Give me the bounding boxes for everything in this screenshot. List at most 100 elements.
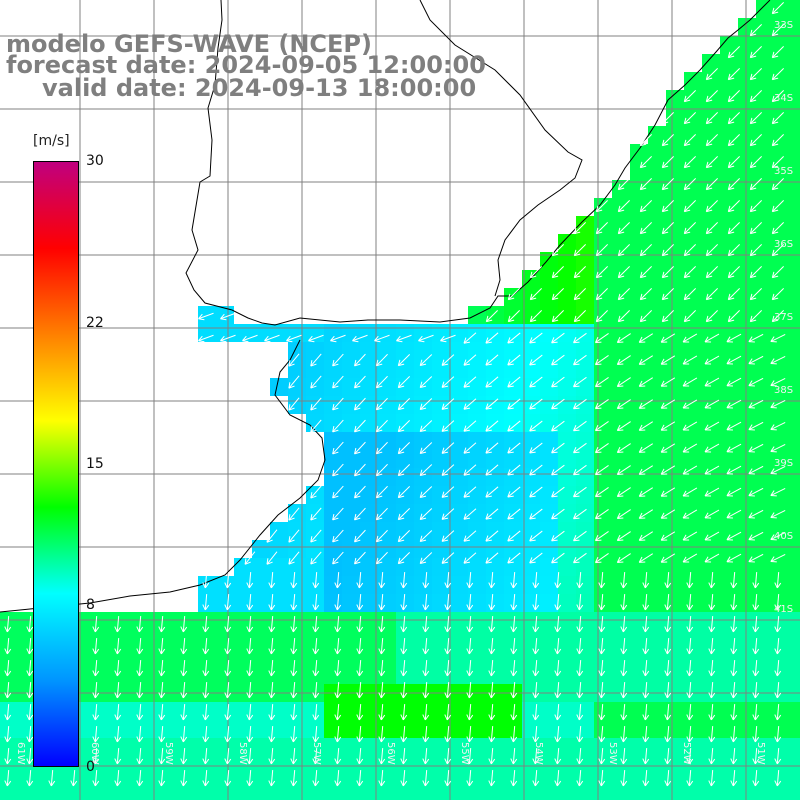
wind-speed-cell: [738, 594, 756, 612]
wind-speed-cell: [630, 216, 648, 234]
wind-speed-cell: [630, 450, 648, 468]
wind-arrow: [288, 507, 300, 521]
wind-speed-colorbar: [33, 161, 79, 767]
wind-speed-cell: [756, 594, 774, 612]
wind-speed-cell: [540, 432, 558, 450]
wind-speed-cell: [414, 342, 432, 360]
wind-arrow: [704, 553, 720, 563]
wind-arrow: [770, 422, 786, 431]
wind-arrow: [642, 725, 650, 743]
wind-speed-cell: [756, 720, 774, 738]
wind-speed-cell: [504, 378, 522, 396]
wind-speed-cell: [702, 324, 720, 342]
wind-speed-cell: [468, 612, 486, 630]
wind-arrow: [507, 332, 521, 344]
wind-arrow: [576, 747, 584, 765]
wind-speed-cell: [126, 720, 144, 738]
wind-speed-cell: [378, 720, 396, 738]
wind-arrow: [136, 747, 144, 765]
wind-speed-cell: [648, 198, 666, 216]
wind-arrow: [705, 221, 719, 235]
wind-speed-cell: [324, 720, 342, 738]
wind-speed-cell: [666, 576, 684, 594]
wind-speed-cell: [360, 792, 378, 800]
wind-speed-cell: [720, 756, 738, 774]
wind-arrow: [573, 354, 587, 366]
wind-speed-cell: [774, 72, 792, 90]
wind-speed-cell: [396, 414, 414, 432]
wind-arrow: [378, 725, 386, 743]
wind-arrow: [396, 334, 412, 343]
wind-speed-cell: [558, 648, 576, 666]
wind-arrow: [92, 769, 100, 787]
wind-speed-cell: [630, 558, 648, 576]
wind-arrow: [682, 465, 698, 475]
wind-speed-cell: [432, 414, 450, 432]
wind-speed-cell: [18, 774, 36, 792]
wind-speed-cell: [522, 666, 540, 684]
wind-speed-cell: [540, 792, 558, 800]
wind-arrow: [92, 725, 100, 743]
wind-arrow: [485, 376, 499, 388]
wind-speed-cell: [630, 792, 648, 800]
wind-arrow: [441, 464, 455, 476]
wind-arrow: [682, 421, 698, 431]
wind-arrow: [551, 464, 565, 476]
wind-speed-cell: [684, 522, 702, 540]
wind-speed-cell: [738, 144, 756, 162]
wind-speed-cell: [702, 126, 720, 144]
wind-arrow: [749, 177, 763, 191]
wind-speed-cell: [738, 792, 756, 800]
wind-speed-cell: [612, 198, 630, 216]
wind-speed-cell: [738, 648, 756, 666]
wind-arrow: [727, 221, 741, 235]
wind-arrow: [290, 703, 298, 721]
wind-speed-cell: [630, 630, 648, 648]
wind-speed-cell: [504, 576, 522, 594]
wind-speed-cell: [450, 612, 468, 630]
wind-speed-cell: [576, 612, 594, 630]
wind-speed-cell: [702, 522, 720, 540]
wind-arrow: [704, 509, 720, 519]
wind-speed-cell: [774, 756, 792, 774]
wind-speed-cell: [90, 666, 108, 684]
wind-speed-cell: [612, 648, 630, 666]
wind-speed-cell: [504, 486, 522, 504]
wind-speed-cell: [666, 252, 684, 270]
wind-arrow: [620, 593, 628, 611]
wind-arrow: [573, 243, 587, 257]
wind-speed-cell: [630, 468, 648, 486]
wind-arrow: [638, 487, 654, 497]
wind-arrow: [463, 420, 477, 432]
wind-arrow: [510, 637, 518, 655]
wind-speed-cell: [396, 468, 414, 486]
wind-speed-cell: [648, 162, 666, 180]
wind-speed-cell: [108, 630, 126, 648]
wind-arrow: [202, 571, 210, 589]
wind-speed-cell: [756, 396, 774, 414]
wind-speed-cell: [360, 756, 378, 774]
wind-arrow: [4, 659, 12, 677]
wind-arrow: [507, 486, 521, 498]
wind-arrow: [510, 747, 518, 765]
wind-arrow: [224, 615, 232, 633]
wind-arrow: [551, 530, 565, 542]
wind-arrow: [617, 199, 631, 213]
wind-arrow: [576, 615, 584, 633]
wind-speed-cell: [234, 792, 252, 800]
wind-speed-cell: [792, 486, 800, 504]
wind-arrow: [748, 487, 764, 497]
wind-speed-cell: [576, 378, 594, 396]
wind-speed-cell: [108, 648, 126, 666]
wind-speed-cell: [756, 234, 774, 252]
wind-arrow: [727, 155, 741, 169]
wind-arrow: [770, 356, 786, 365]
wind-arrow: [660, 377, 676, 387]
wind-speed-cell: [756, 486, 774, 504]
longitude-label: 57W: [311, 742, 322, 765]
wind-speed-cell: [666, 648, 684, 666]
wind-speed-cell: [702, 234, 720, 252]
wind-speed-cell: [306, 342, 324, 360]
wind-speed-cell: [774, 252, 792, 270]
wind-speed-cell: [774, 216, 792, 234]
